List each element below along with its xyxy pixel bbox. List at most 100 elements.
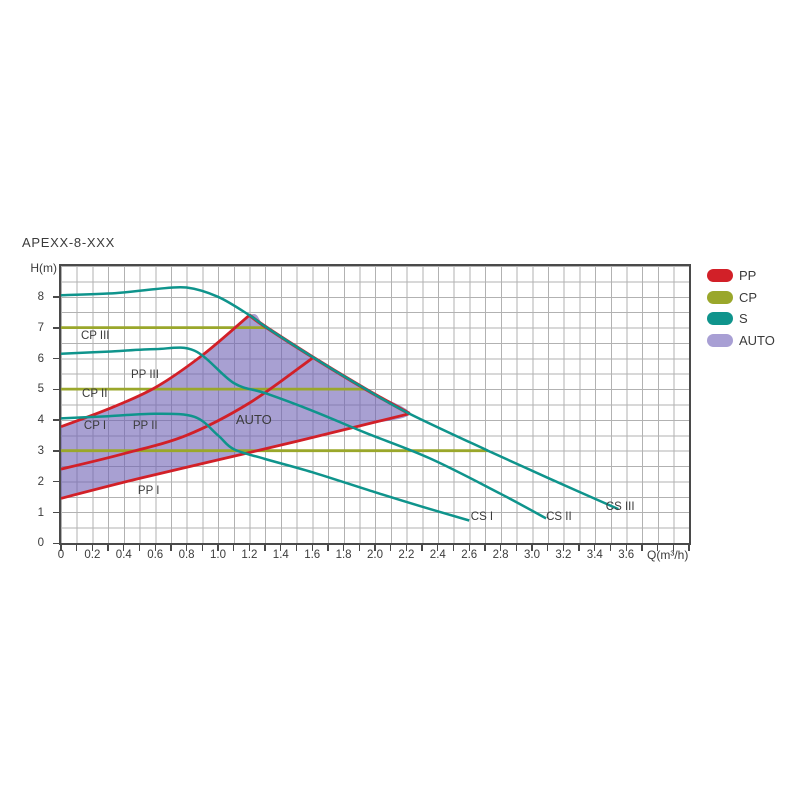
legend: PP CP S AUTO — [707, 269, 775, 355]
x-tick-label: 1.4 — [272, 549, 289, 561]
x-tick-mark — [327, 545, 329, 551]
x-tick-mark — [452, 545, 455, 551]
y-tick-label: 5 — [37, 383, 44, 396]
y-tick-label: 6 — [37, 352, 44, 365]
legend-row-pp: PP — [707, 269, 775, 282]
x-tick-label: 0.8 — [178, 549, 195, 561]
x-tick-label: 3.0 — [524, 549, 540, 561]
legend-swatch-pp — [707, 269, 733, 282]
y-tick-mark — [53, 327, 61, 329]
y-tick-mark — [53, 419, 61, 421]
series-cs-ii — [61, 346, 547, 520]
legend-swatch-s — [707, 312, 733, 325]
x-tick-mark — [688, 545, 690, 551]
y-tick-label: 4 — [37, 414, 44, 427]
x-tick-mark — [405, 545, 408, 551]
x-tick-label: 2.8 — [492, 549, 509, 561]
x-tick-label: 1.8 — [335, 549, 352, 561]
chart-title: APEXX-8-XXX — [22, 235, 115, 250]
x-tick-mark — [594, 545, 596, 551]
x-tick-mark — [484, 545, 486, 551]
x-tick-label: 2.4 — [429, 549, 446, 561]
legend-row-cp: CP — [707, 289, 775, 305]
x-tick-mark — [233, 545, 235, 551]
x-tick-mark — [437, 545, 439, 551]
y-tick-label: 2 — [37, 475, 44, 488]
x-tick-mark — [201, 545, 203, 551]
y-tick-mark — [53, 480, 61, 483]
x-tick-mark — [311, 545, 313, 551]
x-tick-mark — [562, 545, 565, 551]
x-tick-mark — [295, 545, 298, 551]
x-tick-label: 3.4 — [586, 549, 603, 561]
y-tick-mark — [53, 450, 61, 452]
y-tick-label: 0 — [37, 537, 44, 550]
y-axis-title: H(m) — [30, 261, 57, 275]
series-pp-ii — [61, 357, 314, 471]
y-tick-label: 1 — [37, 506, 44, 519]
y-tick-mark — [53, 511, 61, 514]
x-tick-mark — [468, 545, 470, 551]
y-tick-label: 8 — [37, 291, 44, 304]
x-tick-label: 2.2 — [398, 549, 415, 561]
legend-swatch-cp — [707, 290, 733, 304]
x-tick-mark — [547, 545, 549, 551]
legend-swatch-auto — [707, 333, 733, 347]
x-tick-mark — [107, 545, 109, 551]
x-tick-mark — [342, 545, 345, 551]
x-tick-mark — [358, 545, 360, 551]
x-tick-mark — [60, 545, 62, 551]
x-tick-label: 0.4 — [115, 549, 132, 561]
x-tick-mark — [185, 545, 188, 551]
x-tick-mark — [625, 545, 627, 551]
x-tick-mark — [280, 545, 282, 551]
x-tick-label: 0 — [57, 549, 65, 561]
x-tick-label: 1.6 — [304, 549, 321, 561]
x-tick-mark — [248, 545, 251, 551]
x-tick-mark — [91, 545, 94, 551]
series-cs-iii — [61, 285, 619, 511]
x-tick-label: 0.2 — [84, 549, 101, 561]
x-tick-mark — [76, 545, 78, 551]
x-tick-mark — [515, 545, 517, 551]
legend-row-s: S — [707, 312, 775, 325]
x-tick-mark — [531, 545, 533, 551]
series-cs-i — [61, 412, 470, 522]
x-tick-label: 3.6 — [618, 549, 635, 561]
y-tick-mark — [53, 357, 61, 360]
x-tick-mark — [264, 545, 266, 551]
x-tick-mark — [154, 545, 156, 551]
auto-region — [61, 314, 410, 499]
x-tick-mark — [578, 545, 580, 551]
x-tick-label: 1.2 — [241, 549, 258, 561]
x-tick-label: 0.6 — [147, 549, 164, 561]
legend-label-s: S — [739, 311, 748, 326]
legend-label-pp: PP — [739, 268, 757, 283]
x-tick-label: 2.6 — [461, 549, 478, 561]
x-tick-mark — [390, 545, 392, 551]
x-tick-mark — [641, 545, 643, 551]
legend-label-cp: CP — [739, 289, 758, 305]
series-pp-i — [61, 412, 410, 500]
x-tick-label: 3.2 — [555, 549, 572, 561]
y-tick-mark — [53, 388, 61, 391]
x-tick-label: 1.0 — [210, 549, 226, 561]
x-tick-mark — [609, 545, 612, 551]
x-tick-mark — [421, 545, 423, 551]
x-tick-mark — [170, 545, 172, 551]
series-pp-iii — [61, 314, 251, 429]
x-tick-label: 2.0 — [367, 549, 383, 561]
x-axis-title: Q(m³/h) — [647, 548, 689, 562]
x-tick-mark — [217, 545, 219, 551]
x-tick-mark — [374, 545, 376, 551]
y-tick-label: 3 — [37, 444, 44, 457]
x-tick-mark — [499, 545, 502, 551]
x-tick-mark — [123, 545, 125, 551]
y-tick-mark — [53, 296, 61, 298]
curves-svg — [61, 285, 619, 522]
x-tick-mark — [138, 545, 141, 551]
legend-row-auto: AUTO — [707, 333, 775, 347]
y-tick-label: 7 — [37, 321, 44, 334]
plot-area — [59, 264, 691, 545]
